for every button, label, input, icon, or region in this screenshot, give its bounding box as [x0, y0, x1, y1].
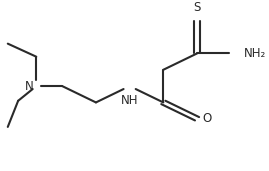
- Text: NH: NH: [121, 94, 138, 107]
- Text: S: S: [193, 1, 201, 14]
- Text: N: N: [25, 80, 34, 93]
- Text: O: O: [202, 112, 211, 125]
- Text: NH₂: NH₂: [244, 47, 266, 60]
